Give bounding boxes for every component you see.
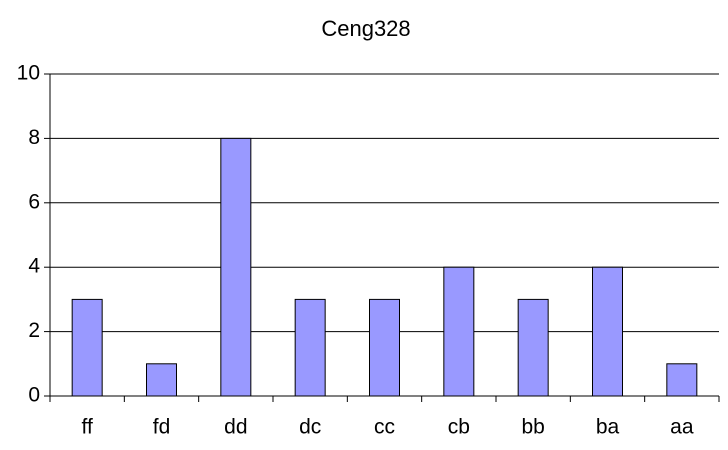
x-tick-label: dd <box>224 416 247 439</box>
bar <box>369 298 400 397</box>
bar <box>443 266 475 397</box>
bar <box>592 266 623 397</box>
y-tick-label: 8 <box>28 126 40 149</box>
x-tick-label: fd <box>153 416 171 439</box>
x-tick-label: bb <box>521 416 544 439</box>
bar <box>517 298 549 397</box>
y-tick-label: 4 <box>28 255 40 278</box>
bar <box>146 363 177 397</box>
y-tick-label: 2 <box>28 319 40 342</box>
bar <box>220 137 252 397</box>
x-tick-label: cc <box>374 416 395 439</box>
chart-title: Ceng328 <box>321 16 410 41</box>
y-tick-label: 0 <box>28 384 40 407</box>
x-tick-label: cb <box>448 416 470 439</box>
x-tick-label: ba <box>596 416 620 439</box>
y-tick-label: 10 <box>17 62 40 85</box>
x-tick-label: ff <box>82 416 93 439</box>
bar <box>71 298 103 397</box>
x-tick-label: aa <box>670 416 694 439</box>
y-tick-label: 6 <box>28 190 40 213</box>
bar <box>666 363 698 397</box>
x-tick-label: dc <box>299 416 321 439</box>
bar <box>294 298 326 397</box>
